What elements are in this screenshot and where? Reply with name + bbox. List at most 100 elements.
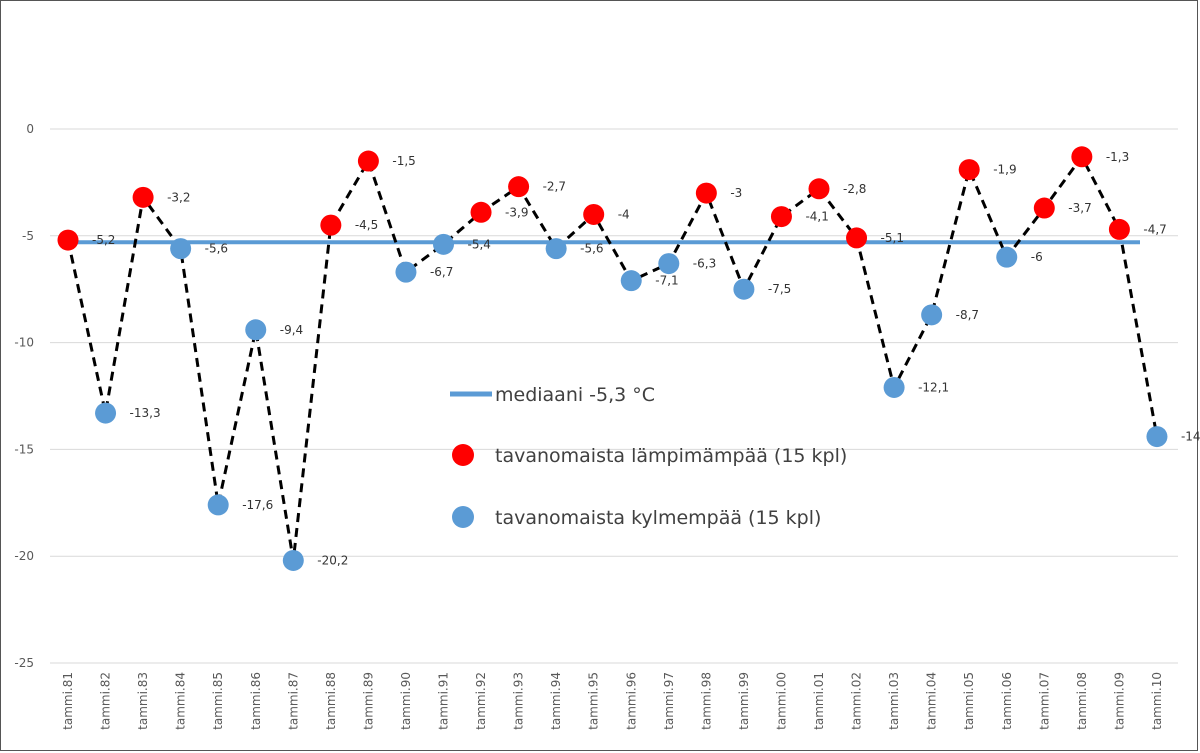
data-label: -2,7: [543, 180, 566, 194]
data-label: -4,5: [355, 218, 378, 232]
data-label: -6: [1031, 250, 1043, 264]
x-tick-label: tammi.04: [925, 672, 939, 730]
data-labels: -5,2 -13,3 -3,2 -5,6 -17,6 -9,4 -20,2 -4,5 -1,5 -…: [92, 150, 1200, 568]
data-point-colder: [395, 261, 417, 283]
data-label: -7,5: [768, 282, 791, 296]
data-point-warmer: [508, 176, 530, 198]
data-label: -5,6: [205, 242, 228, 256]
y-tick-label: -5: [22, 229, 34, 243]
x-tick-label: tammi.92: [474, 672, 488, 730]
data-point-warmer: [1071, 146, 1093, 168]
data-label: -4: [618, 207, 630, 221]
data-point-colder: [921, 304, 943, 326]
data-label: -3: [730, 186, 742, 200]
data-point-warmer: [357, 150, 379, 172]
x-tick-label: tammi.95: [587, 672, 601, 730]
data-point-warmer: [132, 186, 154, 208]
data-point-colder: [170, 238, 192, 260]
connector-line-group: [66, 153, 1159, 561]
data-point-colder: [282, 549, 304, 571]
data-point-colder: [1146, 426, 1168, 448]
legend: mediaani -5,3 °C tavanomaista lämpimämpä…: [450, 384, 847, 529]
x-tick-label: tammi.01: [812, 672, 826, 730]
data-point-warmer: [583, 203, 605, 225]
x-tick-label: tammi.05: [962, 672, 976, 730]
data-point-warmer: [808, 178, 830, 200]
x-tick-label: tammi.99: [737, 672, 751, 730]
data-point-colder: [996, 246, 1018, 268]
x-axis-ticks: tammi.81 tammi.82 tammi.83 tammi.84 tammi.85…: [61, 672, 1164, 730]
data-point-warmer: [846, 227, 868, 249]
y-tick-label: -20: [14, 549, 34, 563]
x-tick-label: tammi.84: [174, 672, 188, 730]
x-tick-label: tammi.06: [1000, 672, 1014, 730]
data-label: -5,1: [881, 231, 904, 245]
data-point-warmer: [695, 182, 717, 204]
data-label: -8,7: [956, 308, 979, 322]
data-label: -14,4: [1181, 430, 1200, 444]
y-tick-label: -25: [14, 656, 34, 670]
x-tick-label: tammi.94: [549, 672, 563, 730]
x-tick-label: tammi.03: [887, 672, 901, 730]
data-label: -1,3: [1106, 150, 1129, 164]
x-tick-label: tammi.89: [361, 672, 375, 730]
data-point-warmer: [1033, 197, 1055, 219]
data-point-warmer: [1108, 218, 1130, 240]
x-tick-label: tammi.85: [211, 672, 225, 730]
x-tick-label: tammi.91: [437, 672, 451, 730]
data-label: -3,2: [167, 190, 190, 204]
data-label: -5,6: [580, 242, 603, 256]
data-point-colder: [433, 233, 454, 255]
data-label: -6,3: [693, 257, 716, 271]
data-label: -20,2: [317, 553, 348, 567]
data-point-warmer: [57, 229, 79, 251]
y-tick-label: -10: [14, 336, 34, 350]
data-point-warmer: [470, 201, 492, 223]
data-point-colder: [207, 494, 229, 516]
y-tick-label: -15: [14, 442, 34, 456]
data-label: -7,1: [655, 274, 678, 288]
x-tick-label: tammi.07: [1037, 672, 1051, 730]
x-tick-label: tammi.97: [662, 672, 676, 730]
data-label: -9,4: [280, 323, 303, 337]
data-point-warmer: [320, 214, 342, 236]
x-tick-label: tammi.08: [1075, 672, 1089, 730]
x-tick-label: tammi.02: [850, 672, 864, 730]
connector-line: [66, 153, 1159, 561]
x-tick-label: tammi.09: [1112, 672, 1126, 730]
data-label: -1,9: [993, 163, 1016, 177]
x-tick-label: tammi.86: [249, 672, 263, 730]
legend-warmer-label: tavanomaista lämpimämpää (15 kpl): [495, 445, 847, 467]
legend-colder-swatch: [452, 506, 474, 528]
data-label: -5,2: [92, 233, 115, 247]
data-label: -5,4: [468, 237, 491, 251]
data-point-colder: [658, 253, 680, 275]
x-tick-label: tammi.00: [774, 672, 788, 730]
data-label: -13,3: [130, 406, 161, 420]
data-label: -4,7: [1143, 222, 1166, 236]
data-points: [57, 146, 1168, 571]
x-tick-label: tammi.98: [699, 672, 713, 730]
data-point-colder: [545, 238, 567, 260]
data-point-colder: [245, 319, 267, 341]
legend-warmer-swatch: [452, 444, 474, 466]
x-tick-label: tammi.93: [512, 672, 526, 730]
data-point-colder: [620, 270, 642, 292]
x-tick-label: tammi.82: [99, 672, 113, 730]
data-point-colder: [733, 278, 755, 300]
y-tick-label: 0: [26, 122, 34, 136]
data-label: -12,1: [918, 380, 949, 394]
x-tick-label: tammi.83: [136, 672, 150, 730]
data-point-colder: [883, 376, 905, 398]
data-label: -3,7: [1068, 201, 1091, 215]
x-tick-label: tammi.90: [399, 672, 413, 730]
gridlines: [50, 128, 1178, 664]
data-point-warmer: [958, 159, 980, 181]
x-tick-label: tammi.87: [286, 672, 300, 730]
y-axis-ticks: 0 -5 -10 -15 -20 -25: [14, 122, 34, 670]
x-tick-label: tammi.81: [61, 672, 75, 730]
x-tick-label: tammi.10: [1150, 672, 1164, 730]
data-label: -17,6: [242, 498, 273, 512]
data-label: -1,5: [392, 154, 415, 168]
